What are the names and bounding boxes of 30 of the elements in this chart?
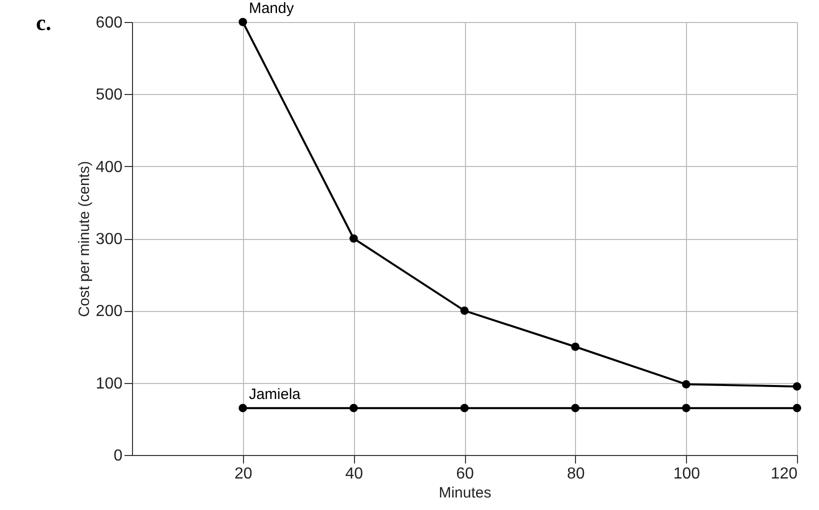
series-label: Jamiela [248, 386, 302, 404]
point [460, 306, 469, 315]
y-tick-label: 400 [96, 158, 123, 176]
y-tick-label: 600 [96, 14, 123, 32]
y-tick-label: 500 [96, 86, 123, 104]
x-tick-label: 20 [234, 466, 252, 482]
x-tick-label: 60 [456, 466, 474, 482]
x-tick-label: 100 [673, 466, 700, 482]
point [792, 404, 802, 412]
point [571, 404, 580, 412]
x-tick-label: 40 [345, 466, 364, 482]
point [238, 404, 248, 412]
point [682, 380, 690, 388]
point [460, 404, 469, 412]
point [238, 18, 248, 26]
y-tick-label: 100 [96, 375, 123, 392]
point [792, 382, 802, 391]
series-label: Mandy [248, 0, 294, 17]
point [349, 234, 358, 243]
chart-title: c. [36, 10, 52, 36]
x-axis-title: Minutes [438, 484, 492, 502]
x-tick-label: 120 [770, 466, 798, 482]
y-tick-label: 300 [96, 231, 123, 248]
point [571, 342, 580, 351]
point [682, 404, 690, 412]
y-tick-label: 200 [96, 303, 123, 320]
y-tick-label: 0 [114, 448, 123, 464]
y-axis-title: Cost per minute (cents) [76, 161, 93, 317]
point [349, 404, 358, 412]
x-tick-label: 80 [566, 466, 585, 482]
